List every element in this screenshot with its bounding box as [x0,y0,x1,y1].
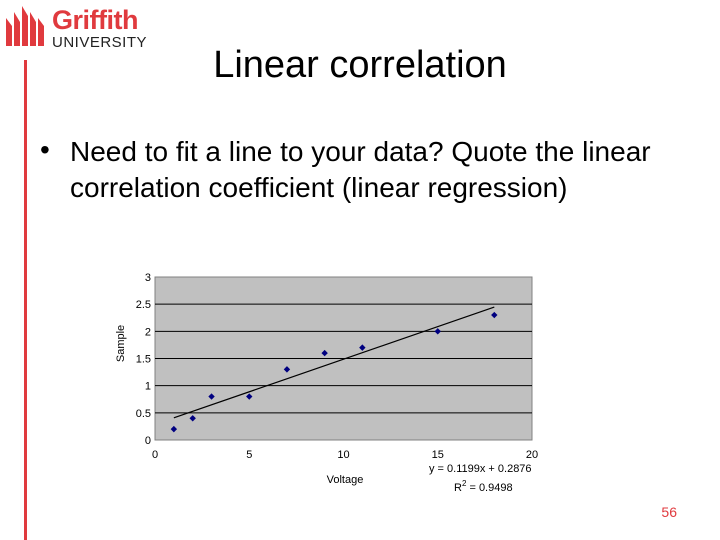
y-tick-label: 0 [145,435,151,447]
x-tick-label: 15 [432,449,444,461]
data-point [208,393,215,400]
y-tick-label: 2.5 [136,299,151,311]
y-tick-label: 1.5 [136,354,151,366]
x-axis-label: Voltage [327,474,364,486]
page-number: 56 [661,504,677,520]
data-point [321,349,328,357]
x-tick-label: 20 [526,449,538,461]
logo-subtitle: UNIVERSITY [52,34,148,51]
y-tick-label: 3 [145,272,151,284]
logo-wordmark: Griffith [52,5,138,35]
griffith-crest-icon [6,6,44,46]
data-point [434,328,441,335]
data-point [189,415,196,422]
bullet-marker: • [40,134,50,165]
x-tick-label: 5 [246,449,252,461]
slide-title: Linear correlation [213,44,507,86]
r-squared-label: R2 = 0.9498 [454,479,513,494]
y-axis-label: Sample [115,325,127,362]
x-tick-label: 0 [152,449,158,461]
scatter-chart: 0 0.5 1 1.5 2 2.5 3 0 5 10 15 20 Voltage Sample y = 0.… [115,272,538,494]
accent-divider [24,60,27,540]
x-tick-label: 10 [337,449,349,461]
data-point [359,344,366,351]
data-point [246,393,253,400]
data-point [491,311,498,319]
griffith-logo: Griffith UNIVERSITY [4,4,148,51]
y-tick-label: 0.5 [136,408,151,420]
y-tick-label: 2 [145,326,151,338]
trendline [173,306,495,419]
y-tick-label: 1 [145,381,151,393]
bullet-text: Need to fit a line to your data? Quote t… [70,136,651,203]
data-point [283,366,291,373]
trendline-equation: y = 0.1199x + 0.2876 [429,463,532,475]
